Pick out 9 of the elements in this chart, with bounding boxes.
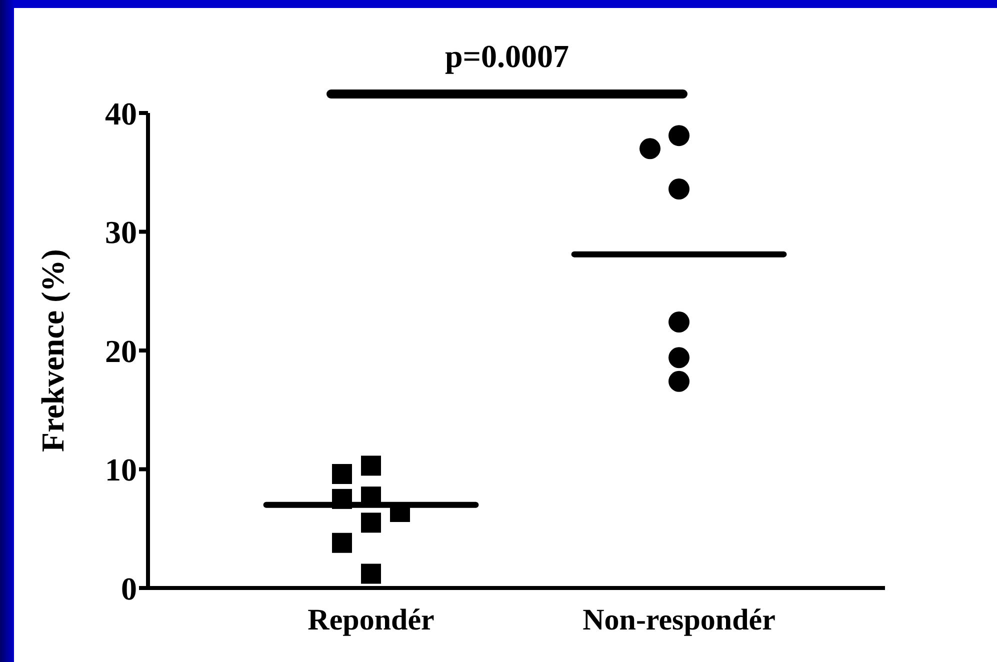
y-tick-label: 20 xyxy=(105,332,137,369)
x-tick-label: Repondér xyxy=(308,603,434,636)
text: p=0.0007 xyxy=(444,38,570,75)
y-tick-label: 0 xyxy=(121,570,137,606)
x-tick-label: Non-respondér xyxy=(582,603,776,636)
y-tick-label: 40 xyxy=(105,95,137,132)
y-axis-title: Frekvence (%) xyxy=(34,249,70,452)
y-tick-label: 30 xyxy=(105,214,137,250)
y-tick-label: 10 xyxy=(105,452,137,488)
